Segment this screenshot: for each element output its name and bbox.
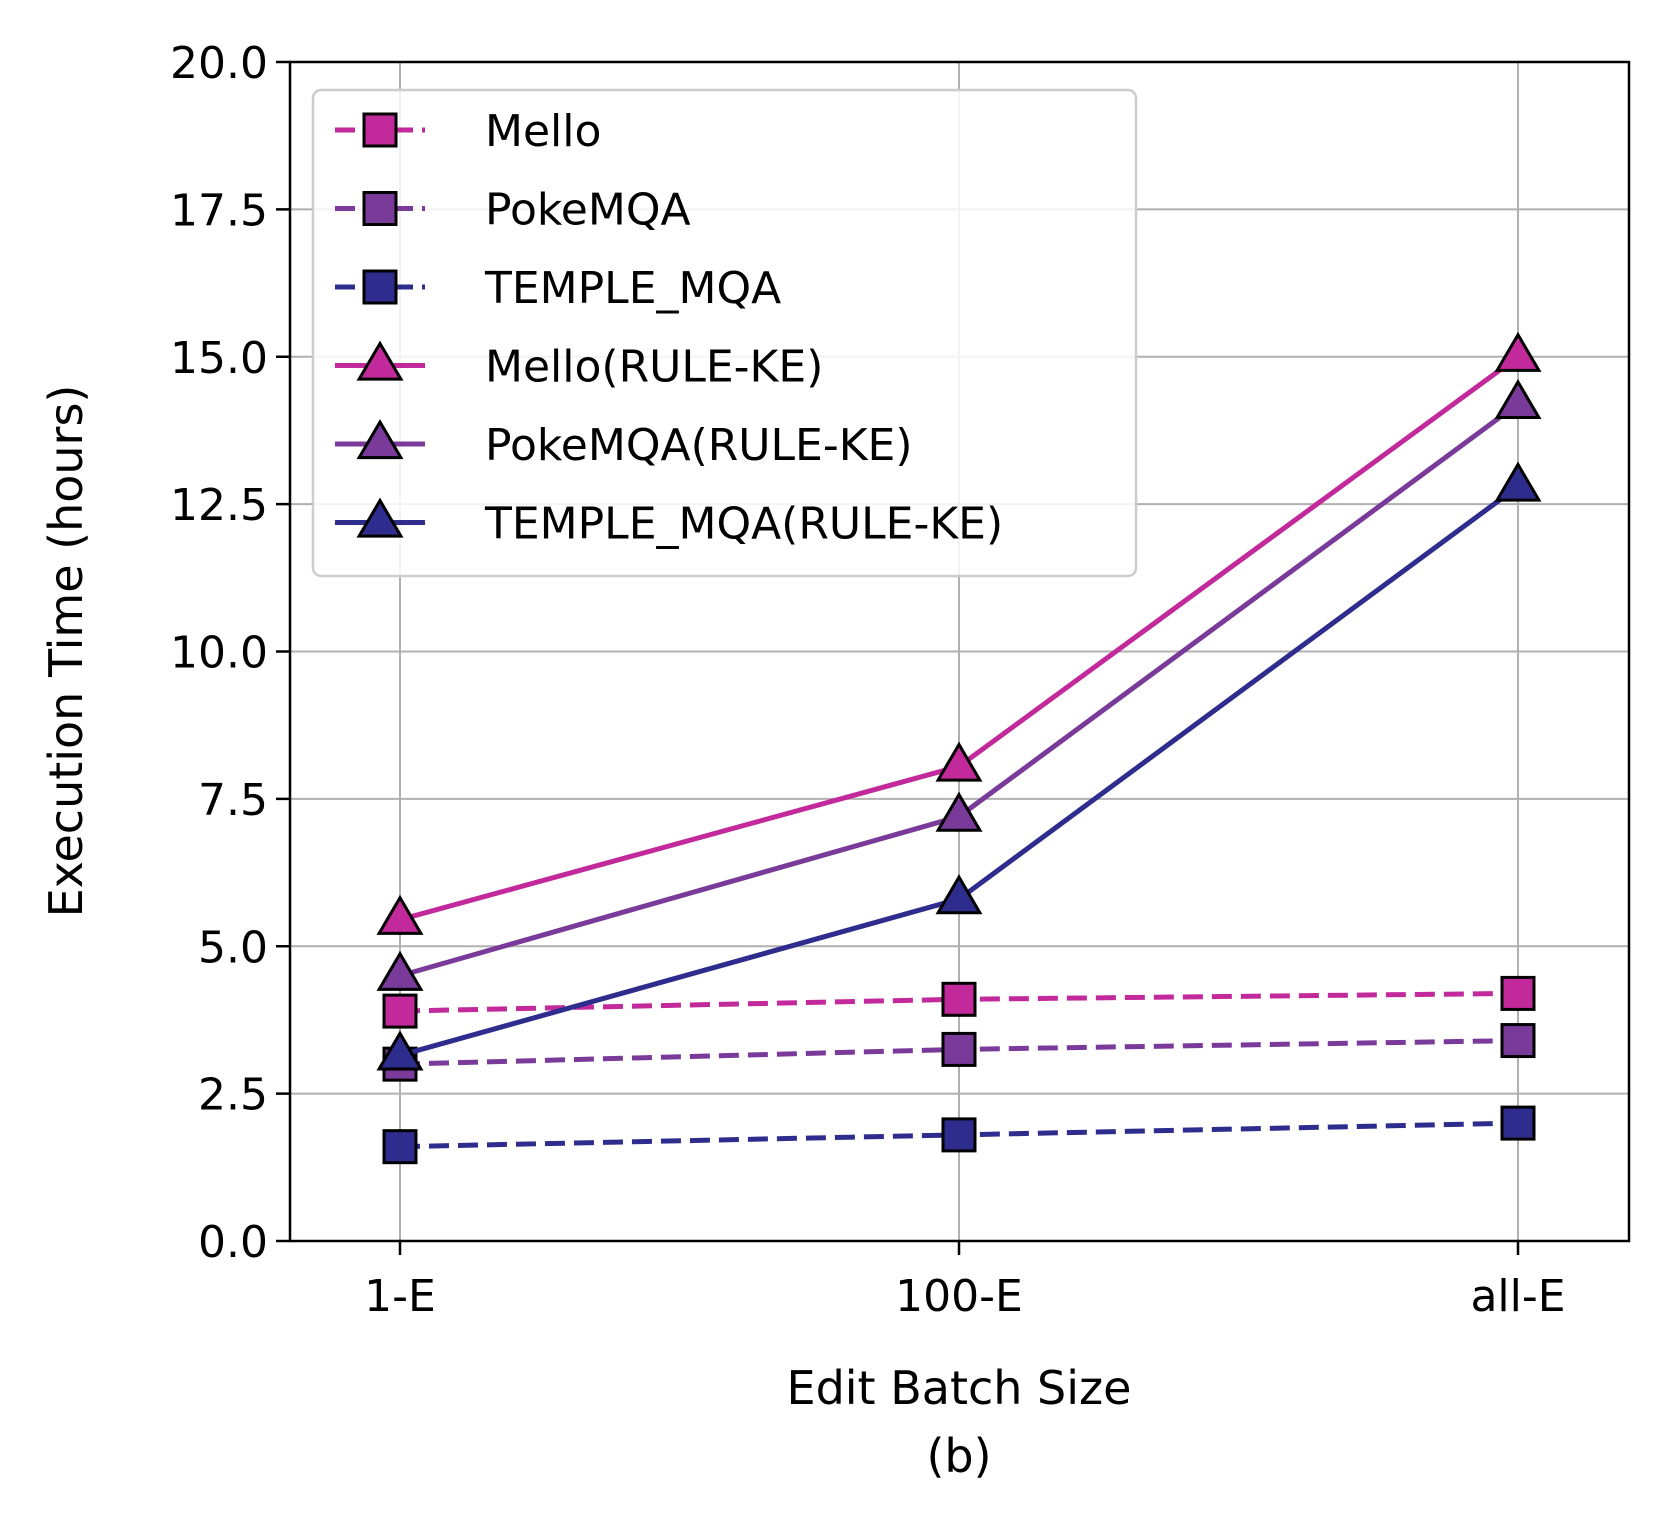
x-axis-label: Edit Batch Size: [787, 1361, 1132, 1415]
legend-item: TEMPLE_MQA: [335, 263, 781, 314]
y-tick-label: 0.0: [198, 1217, 268, 1268]
series-pokemqa-rule-ke: [376, 378, 1542, 991]
y-tick-label: 2.5: [198, 1070, 268, 1121]
y-tick-label: 12.5: [170, 480, 268, 531]
series-mello: [382, 975, 1536, 1029]
data-point-marker: [376, 894, 424, 935]
series-temple-mqa: [382, 1105, 1536, 1165]
legend-label: PokeMQA: [485, 185, 691, 236]
x-axis: 1-E 100-E all-E: [364, 1241, 1566, 1322]
legend-marker: [356, 340, 404, 381]
legend: Mello PokeMQA TEMPLE_MQA Mello(RULE-KE) Poke…: [311, 88, 1138, 578]
data-point-marker: [941, 1117, 977, 1153]
data-point-marker: [376, 950, 424, 991]
data-point-marker: [941, 981, 977, 1017]
y-tick-label: 10.0: [170, 628, 268, 679]
x-tick-label: 100-E: [895, 1271, 1023, 1322]
data-point-marker: [1494, 378, 1542, 420]
legend-item: Mello(RULE-KE): [335, 340, 823, 393]
y-tick-label: 17.5: [170, 185, 268, 236]
legend-item: PokeMQA: [335, 185, 691, 236]
series-mello-rule-ke: [376, 331, 1542, 935]
legend-label: PokeMQA(RULE-KE): [485, 420, 913, 471]
series-layer: [376, 331, 1542, 1165]
legend-box: [311, 88, 1138, 578]
legend-item: Mello: [335, 106, 601, 157]
y-axis: 0.0 2.5 5.0 7.5 10.0 12.5 15.0 17.5 20.0: [170, 38, 290, 1268]
data-point-marker: [382, 1129, 418, 1165]
legend-marker: [362, 269, 398, 305]
legend-item: PokeMQA(RULE-KE): [335, 419, 913, 471]
data-point-marker: [1500, 975, 1536, 1011]
data-point-marker: [941, 1031, 977, 1067]
legend-marker: [362, 191, 398, 226]
legend-marker: [356, 497, 404, 538]
y-tick-label: 20.0: [170, 38, 268, 89]
legend-marker: [356, 419, 404, 460]
y-tick-label: 15.0: [170, 333, 268, 384]
legend-marker: [362, 112, 398, 148]
data-point-marker: [376, 1030, 424, 1071]
y-axis-label: Execution Time (hours): [39, 385, 93, 918]
data-point-marker: [1494, 331, 1542, 372]
chart-caption: (b): [926, 1429, 991, 1483]
data-point-marker: [935, 791, 983, 832]
series-temple-mqa-rule-ke: [376, 461, 1542, 1071]
legend-label: TEMPLE_MQA(RULE-KE): [484, 499, 1003, 550]
legend-label: Mello: [485, 106, 601, 157]
data-point-marker: [1494, 461, 1542, 502]
y-tick-label: 5.0: [198, 922, 268, 973]
legend-item: TEMPLE_MQA(RULE-KE): [335, 497, 1003, 550]
data-point-marker: [935, 741, 983, 782]
x-tick-label: 1-E: [364, 1271, 436, 1322]
data-point-marker: [382, 993, 418, 1029]
x-tick-label: all-E: [1470, 1271, 1565, 1322]
data-point-marker: [1500, 1105, 1536, 1141]
legend-label: Mello(RULE-KE): [485, 342, 823, 393]
legend-label: TEMPLE_MQA: [484, 263, 781, 314]
y-tick-label: 7.5: [198, 775, 268, 826]
data-point-marker: [1500, 1023, 1536, 1059]
data-point-marker: [935, 874, 983, 915]
